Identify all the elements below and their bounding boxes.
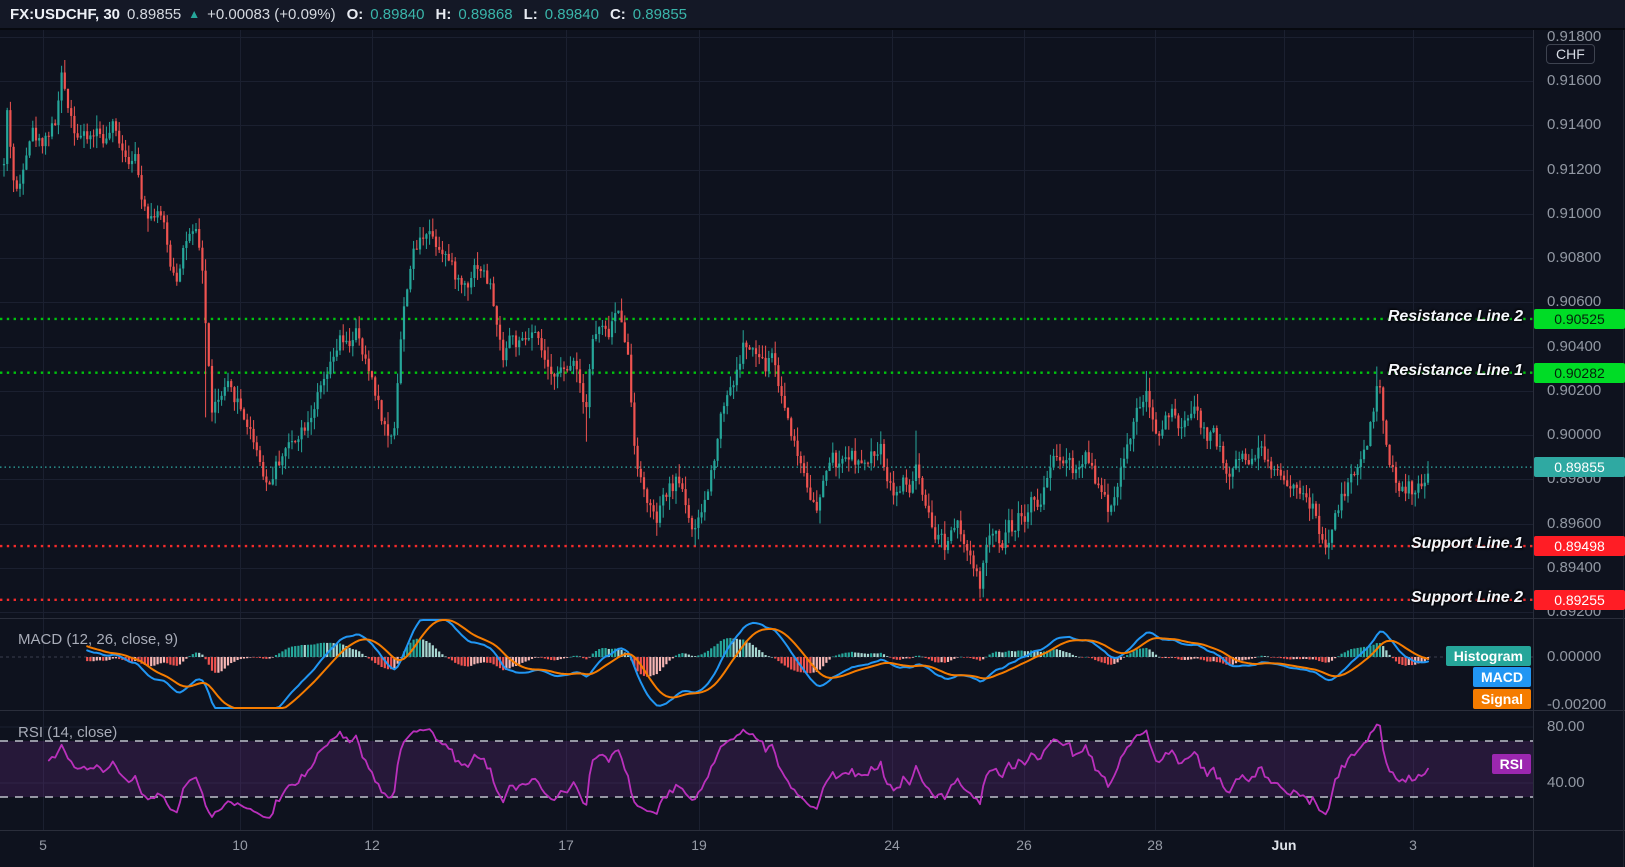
time-axis-label: Jun	[1271, 837, 1297, 853]
rsi-pane-title[interactable]: RSI (14, close)	[18, 724, 118, 741]
price-tick-label: 0.89400	[1547, 558, 1602, 576]
level-label-3[interactable]: Support Line 1	[1411, 535, 1523, 553]
level-label-2[interactable]: Resistance Line 1	[1387, 361, 1523, 379]
time-axis-label: 10	[232, 837, 248, 853]
symbol-name[interactable]: FX:USDCHF, 30	[10, 5, 121, 23]
signal-legend-badge: Signal	[1472, 689, 1531, 709]
price-tick-label: 0.90600	[1547, 293, 1602, 311]
time-axis-label: 5	[39, 837, 47, 853]
macd-pane-title[interactable]: MACD (12, 26, close, 9)	[18, 631, 179, 648]
open-label: O:	[346, 5, 364, 23]
open-value: 0.89840	[370, 5, 425, 23]
symbol-header: FX:USDCHF, 30 0.89855 ▲ +0.00083 (+0.09%…	[0, 0, 1625, 30]
level-price-badge: 0.89255	[1534, 589, 1625, 610]
price-tick-label: 0.91600	[1547, 72, 1602, 90]
chart-plot-area[interactable]	[0, 30, 1533, 618]
time-axis-label: 3	[1409, 837, 1417, 853]
price-tick-label: 0.90200	[1547, 381, 1602, 399]
level-label-4[interactable]: Support Line 2	[1411, 588, 1523, 606]
price-tick-label: 0.90800	[1547, 249, 1602, 267]
time-axis[interactable]	[0, 830, 1533, 867]
high-value: 0.89868	[458, 5, 513, 23]
high-label: H:	[435, 5, 452, 23]
macd-legend-badge: MACD	[1473, 667, 1531, 687]
last-price-badge: 0.89855	[1534, 457, 1625, 478]
low-value: 0.89840	[544, 5, 599, 23]
time-axis-label: 17	[558, 837, 574, 853]
time-axis-label: 12	[364, 837, 380, 853]
macd-tick-label: -0.00200	[1547, 696, 1607, 713]
currency-badge: CHF	[1546, 44, 1595, 64]
macd-tick-label: 0.00000	[1547, 648, 1602, 665]
level-price-badge: 0.90525	[1534, 308, 1625, 329]
price-tick-label: 0.89600	[1547, 514, 1602, 532]
price-tick-label: 0.91800	[1547, 28, 1602, 45]
time-axis-label: 24	[884, 837, 900, 853]
rsi-tick-label: 80.00	[1547, 718, 1585, 735]
last-price: 0.89855	[127, 5, 182, 23]
price-tick-label: 0.91000	[1547, 204, 1602, 222]
price-tick-label: 0.91400	[1547, 116, 1602, 134]
price-up-arrow-icon: ▲	[188, 7, 201, 21]
rsi-legend-badge: RSI	[1491, 754, 1531, 774]
histogram-legend-badge: Histogram	[1445, 646, 1531, 666]
price-tick-label: 0.90000	[1547, 426, 1602, 444]
level-price-badge: 0.90282	[1534, 362, 1625, 383]
low-label: L:	[523, 5, 538, 23]
time-axis-label: 19	[691, 837, 707, 853]
price-change: +0.00083 (+0.09%)	[207, 5, 336, 23]
level-price-badge: 0.89498	[1534, 536, 1625, 557]
time-axis-label: 26	[1016, 837, 1032, 853]
time-axis-label: 28	[1147, 837, 1163, 853]
level-label-1[interactable]: Resistance Line 2	[1387, 307, 1523, 325]
price-tick-label: 0.90400	[1547, 337, 1602, 355]
close-label: C:	[609, 5, 626, 23]
close-value: 0.89855	[632, 5, 688, 23]
rsi-tick-label: 40.00	[1547, 774, 1585, 791]
price-tick-label: 0.91200	[1547, 160, 1602, 178]
